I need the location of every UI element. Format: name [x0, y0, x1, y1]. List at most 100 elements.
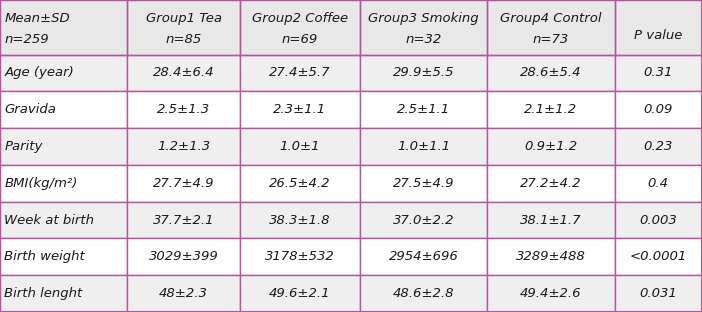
Bar [240, 91, 360, 128]
Text: 27.7±4.9: 27.7±4.9 [153, 177, 214, 190]
Bar [0, 0, 127, 55]
Text: Group4 Control: Group4 Control [501, 12, 602, 25]
Bar [487, 165, 615, 202]
Bar [487, 0, 615, 55]
Text: <0.0001: <0.0001 [630, 250, 687, 263]
Text: 0.23: 0.23 [644, 140, 673, 153]
Bar [240, 238, 360, 275]
Bar [487, 202, 615, 238]
Bar [360, 128, 487, 165]
Bar [360, 202, 487, 238]
Bar [127, 55, 240, 91]
Text: n=73: n=73 [533, 33, 569, 46]
Text: 48±2.3: 48±2.3 [159, 287, 208, 300]
Text: 28.6±5.4: 28.6±5.4 [520, 66, 582, 80]
Bar [127, 202, 240, 238]
Bar [615, 128, 702, 165]
Text: BMI(kg/m²): BMI(kg/m²) [4, 177, 78, 190]
Text: 0.31: 0.31 [644, 66, 673, 80]
Text: 1.2±1.3: 1.2±1.3 [157, 140, 210, 153]
Bar [360, 91, 487, 128]
Text: 27.5±4.9: 27.5±4.9 [393, 177, 454, 190]
Bar [360, 275, 487, 312]
Text: 0.031: 0.031 [640, 287, 677, 300]
Bar [615, 238, 702, 275]
Text: 49.4±2.6: 49.4±2.6 [520, 287, 582, 300]
Bar [360, 238, 487, 275]
Bar [487, 238, 615, 275]
Bar [240, 55, 360, 91]
Text: 28.4±6.4: 28.4±6.4 [153, 66, 214, 80]
Bar [127, 275, 240, 312]
Bar [127, 128, 240, 165]
Text: 2.5±1.3: 2.5±1.3 [157, 103, 210, 116]
Text: 0.09: 0.09 [644, 103, 673, 116]
Text: 3178±532: 3178±532 [265, 250, 335, 263]
Bar [127, 165, 240, 202]
Text: 0.9±1.2: 0.9±1.2 [524, 140, 578, 153]
Text: 26.5±4.2: 26.5±4.2 [269, 177, 331, 190]
Bar [0, 238, 127, 275]
Bar [615, 275, 702, 312]
Bar [615, 202, 702, 238]
Text: n=85: n=85 [166, 33, 201, 46]
Bar [240, 275, 360, 312]
Text: 0.003: 0.003 [640, 214, 677, 227]
Text: Mean±SD: Mean±SD [4, 12, 70, 25]
Bar [615, 0, 702, 55]
Text: Birth lenght: Birth lenght [4, 287, 82, 300]
Bar [615, 165, 702, 202]
Text: Week at birth: Week at birth [4, 214, 94, 227]
Bar [615, 55, 702, 91]
Text: 37.0±2.2: 37.0±2.2 [393, 214, 454, 227]
Text: Gravida: Gravida [4, 103, 56, 116]
Bar [240, 202, 360, 238]
Text: 49.6±2.1: 49.6±2.1 [269, 287, 331, 300]
Text: 2.3±1.1: 2.3±1.1 [273, 103, 326, 116]
Text: 27.2±4.2: 27.2±4.2 [520, 177, 582, 190]
Text: Group1 Tea: Group1 Tea [145, 12, 222, 25]
Bar [487, 91, 615, 128]
Bar [360, 165, 487, 202]
Bar [0, 202, 127, 238]
Bar [0, 128, 127, 165]
Text: 48.6±2.8: 48.6±2.8 [393, 287, 454, 300]
Text: n=259: n=259 [4, 33, 49, 46]
Text: n=32: n=32 [406, 33, 442, 46]
Text: Parity: Parity [4, 140, 43, 153]
Text: 2.1±1.2: 2.1±1.2 [524, 103, 578, 116]
Bar [0, 91, 127, 128]
Bar [240, 165, 360, 202]
Bar [240, 0, 360, 55]
Bar [0, 0, 702, 55]
Text: 3029±399: 3029±399 [149, 250, 218, 263]
Bar [240, 128, 360, 165]
Bar [487, 128, 615, 165]
Text: Birth weight: Birth weight [4, 250, 85, 263]
Text: 0.4: 0.4 [648, 177, 669, 190]
Text: 29.9±5.5: 29.9±5.5 [393, 66, 454, 80]
Text: 38.1±1.7: 38.1±1.7 [520, 214, 582, 227]
Bar [487, 275, 615, 312]
Text: 1.0±1: 1.0±1 [279, 140, 320, 153]
Text: 38.3±1.8: 38.3±1.8 [269, 214, 331, 227]
Text: n=69: n=69 [282, 33, 318, 46]
Text: Age (year): Age (year) [4, 66, 74, 80]
Text: P value: P value [634, 29, 682, 42]
Text: 27.4±5.7: 27.4±5.7 [269, 66, 331, 80]
Text: 2954±696: 2954±696 [389, 250, 458, 263]
Bar [487, 55, 615, 91]
Bar [0, 165, 127, 202]
Bar [360, 0, 487, 55]
Text: 1.0±1.1: 1.0±1.1 [397, 140, 450, 153]
Text: 2.5±1.1: 2.5±1.1 [397, 103, 450, 116]
Text: 3289±488: 3289±488 [516, 250, 585, 263]
Bar [615, 91, 702, 128]
Text: Group3 Smoking: Group3 Smoking [369, 12, 479, 25]
Text: 37.7±2.1: 37.7±2.1 [153, 214, 214, 227]
Bar [360, 55, 487, 91]
Bar [127, 238, 240, 275]
Bar [0, 275, 127, 312]
Text: Group2 Coffee: Group2 Coffee [252, 12, 348, 25]
Bar [0, 55, 127, 91]
